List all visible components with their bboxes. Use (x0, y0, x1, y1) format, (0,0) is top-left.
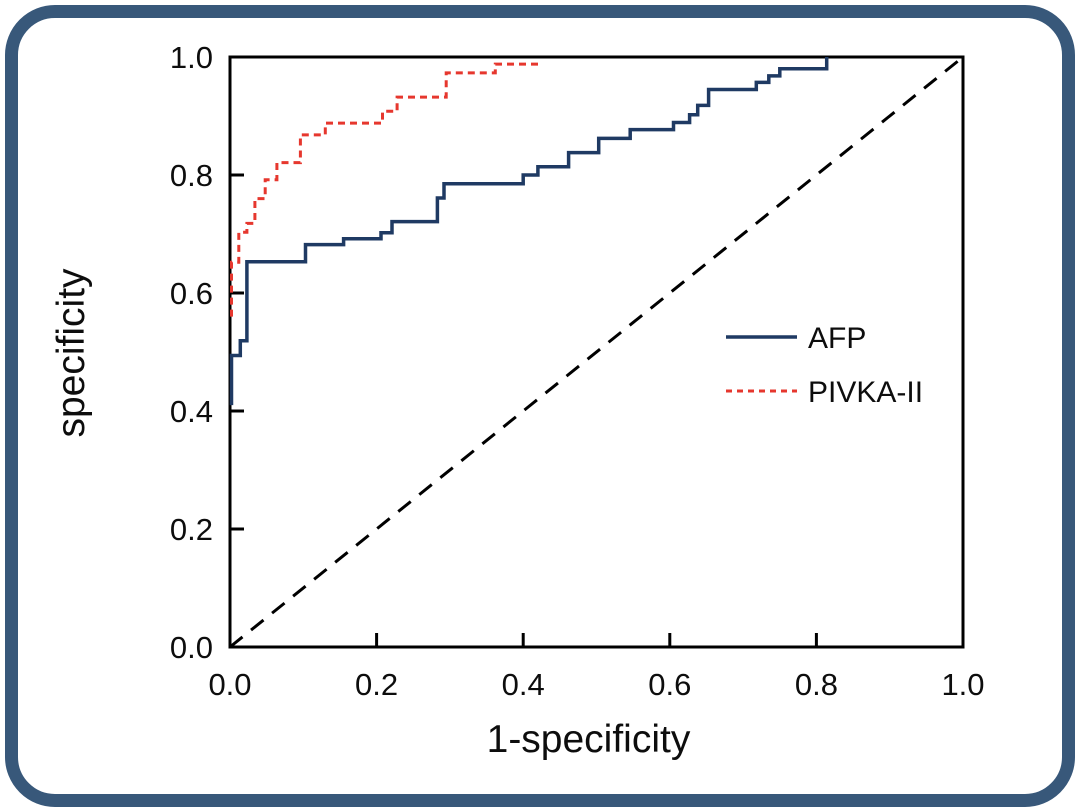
x-axis-title: 1-specificity (487, 718, 691, 761)
reference-line (229, 55, 964, 649)
y-tick-label: 0.0 (170, 630, 213, 665)
y-axis-title: specificity (50, 268, 93, 438)
x-tick-label: 1.0 (941, 667, 984, 702)
x-tick-label: 0.4 (502, 667, 545, 702)
y-tick-label: 1.0 (170, 40, 213, 75)
x-tick-label: 0.6 (648, 667, 691, 702)
legend-label: AFP (808, 322, 866, 355)
afp-curve (229, 57, 829, 406)
y-tick-label: 0.8 (170, 158, 213, 193)
x-tick-label: 0.0 (208, 667, 251, 702)
y-tick-label: 0.6 (170, 276, 213, 311)
pivka-ii-curve (230, 62, 541, 317)
x-tick-label: 0.2 (355, 667, 398, 702)
x-tick-label: 0.8 (795, 667, 838, 702)
y-tick-label: 0.4 (170, 394, 213, 429)
plot-border (228, 55, 965, 649)
legend-label: PIVKA-II (808, 376, 923, 409)
y-tick-label: 0.2 (170, 512, 213, 547)
